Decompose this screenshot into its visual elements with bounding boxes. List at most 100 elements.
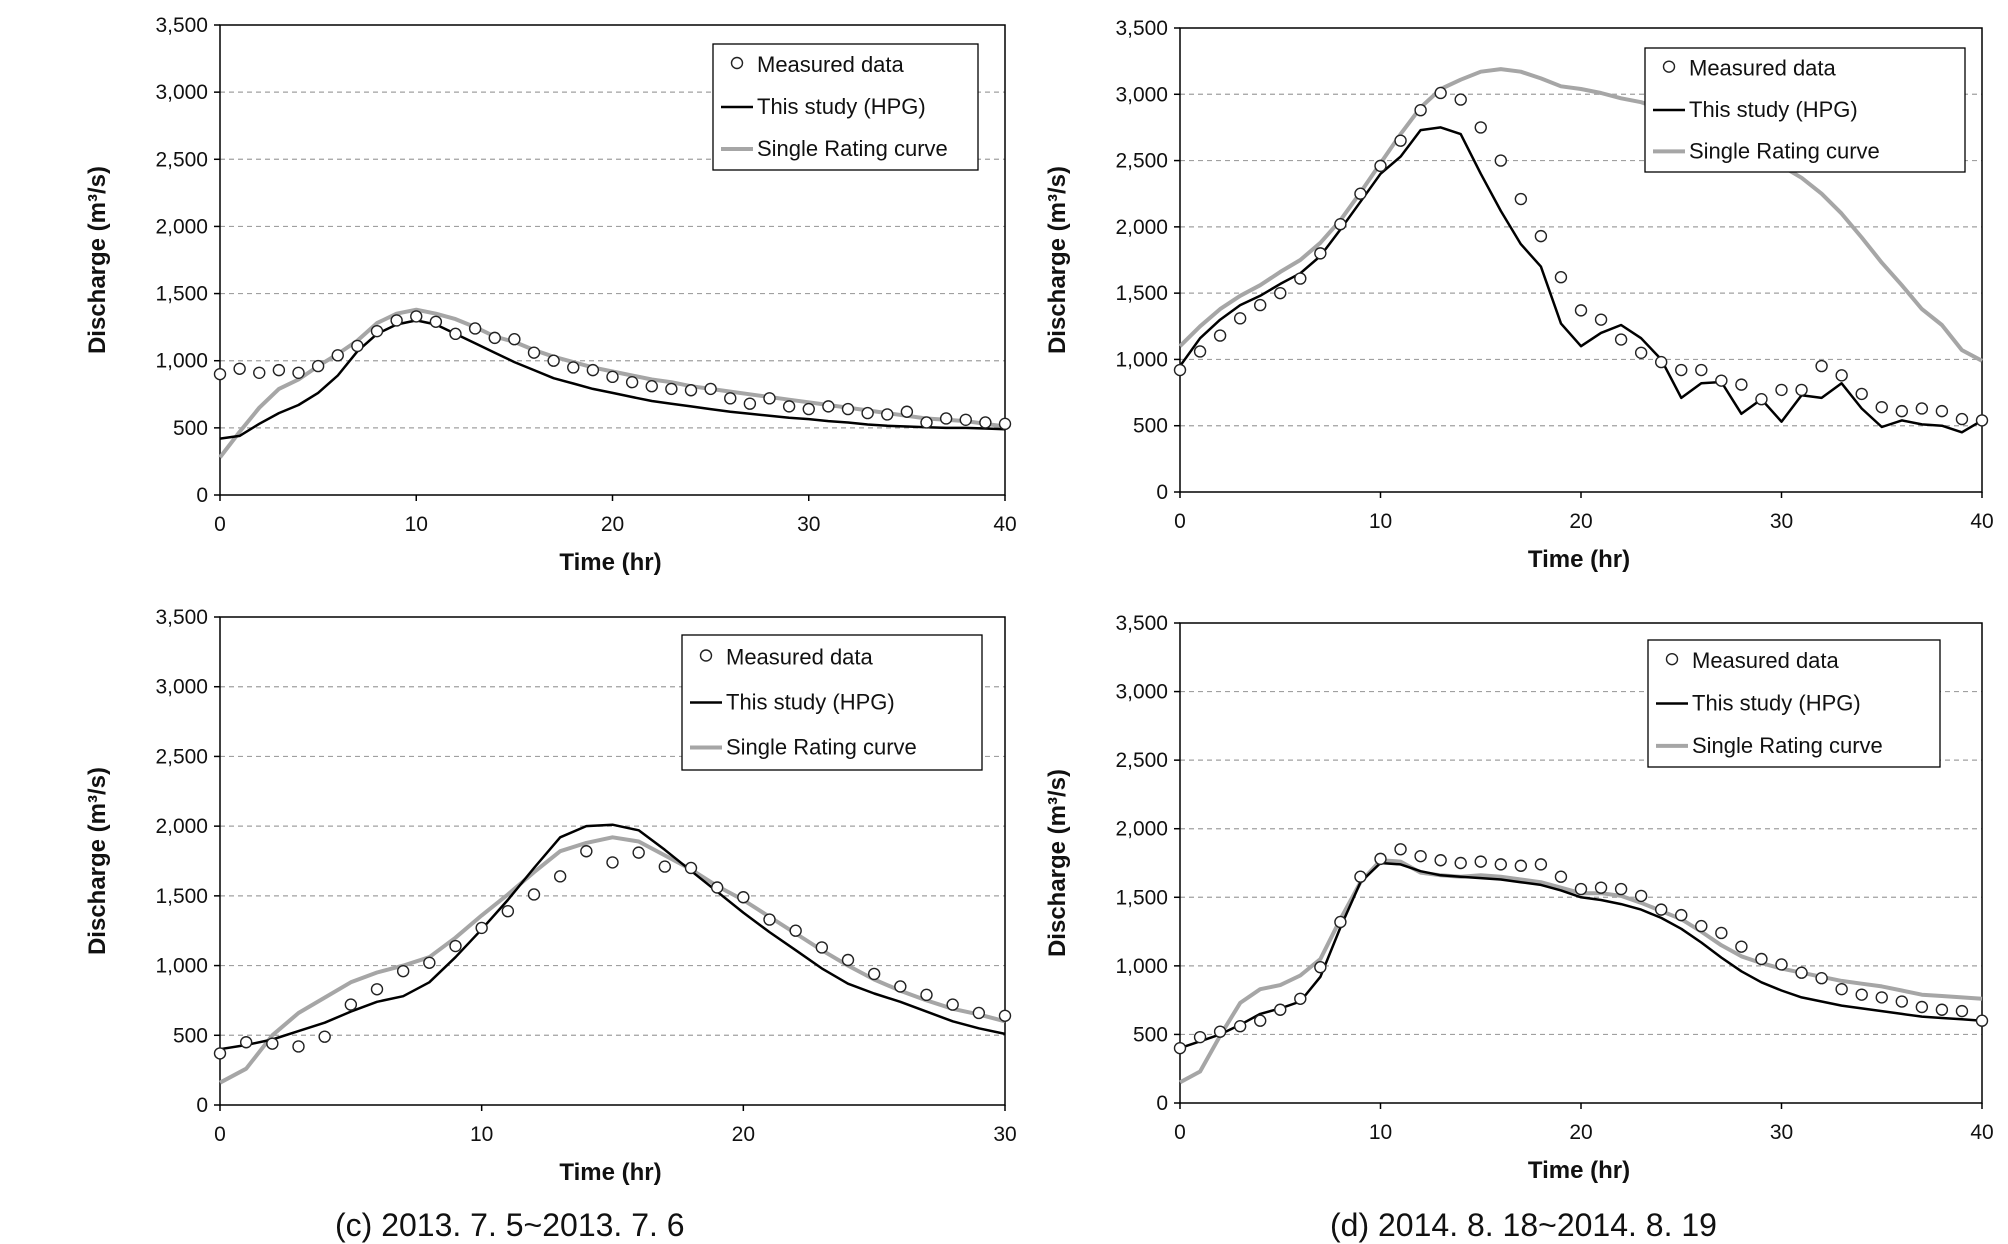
y-axis-title: Discharge (m³/s): [1044, 166, 1071, 354]
x-tick-label: 10: [1369, 510, 1392, 533]
y-tick-label: 3,000: [155, 676, 208, 699]
y-axis-title: Discharge (m³/s): [1044, 769, 1071, 957]
measured-data-point: [1213, 1025, 1227, 1038]
measured-data-point: [1314, 961, 1327, 974]
measured-data-point: [1374, 852, 1387, 866]
y-tick-label: 0: [196, 1094, 208, 1117]
x-tick-label: 20: [732, 1123, 755, 1146]
measured-data-point: [684, 861, 698, 875]
measured-data-point: [881, 408, 894, 421]
y-tick-label: 3,000: [1115, 83, 1168, 106]
measured-data-point: [802, 402, 815, 416]
series-line-single-rating: [219, 835, 1006, 1085]
measured-data-point: [1434, 86, 1447, 100]
legend-marker-measured: [699, 649, 713, 662]
measured-data-point: [292, 1040, 305, 1053]
legend-label: Single Rating curve: [757, 136, 948, 161]
y-tick-label: 0: [196, 484, 208, 507]
measured-data-point: [979, 416, 992, 429]
measured-data-point: [1454, 856, 1467, 870]
measured-data-point: [488, 331, 501, 345]
x-tick-label: 20: [1569, 1121, 1592, 1144]
y-tick-label: 2,500: [155, 148, 208, 171]
y-tick-label: 3,500: [155, 14, 208, 37]
y-tick-label: 1,000: [1115, 348, 1168, 371]
measured-data-point: [580, 845, 593, 858]
x-tick-label: 10: [405, 513, 428, 536]
measured-data-point: [1975, 1014, 1989, 1027]
y-tick-label: 500: [173, 1024, 208, 1047]
measured-data-point: [410, 310, 423, 323]
measured-data-point: [1534, 229, 1548, 243]
caption-left: (c) 2013. 7. 5~2013. 7. 6: [335, 1207, 685, 1243]
measured-data-point: [331, 349, 344, 362]
legend-label: Measured data: [757, 52, 905, 77]
measured-data-point: [861, 406, 874, 420]
legend-marker-measured: [730, 56, 744, 70]
y-tick-label: 500: [1133, 1023, 1168, 1046]
measured-data-point: [567, 361, 580, 374]
measured-data-point: [311, 359, 325, 373]
measured-data-point: [266, 1037, 279, 1050]
measured-data-point: [972, 1006, 986, 1020]
y-tick-label: 3,500: [1115, 612, 1168, 635]
measured-data-point: [763, 913, 776, 926]
measured-data-point: [1414, 103, 1427, 117]
legend-label: Single Rating curve: [726, 735, 917, 760]
measured-data-point: [1274, 1003, 1287, 1016]
x-tick-label: 20: [601, 513, 624, 536]
measured-data-point: [449, 939, 462, 953]
measured-data-point: [1474, 855, 1487, 868]
measured-data-point: [645, 380, 658, 393]
measured-data-point: [429, 315, 443, 328]
measured-data-point: [553, 870, 567, 883]
measured-data-point: [946, 998, 959, 1011]
measured-data-point: [1855, 988, 1868, 1001]
measured-data-point: [1655, 355, 1668, 369]
measured-data-point: [1715, 926, 1728, 940]
measured-data-point: [665, 382, 678, 396]
legend-label: This study (HPG): [726, 690, 895, 715]
measured-data-point: [684, 384, 698, 397]
y-tick-label: 2,500: [1115, 749, 1168, 772]
measured-data-point: [1233, 312, 1247, 325]
measured-data-point: [527, 888, 541, 901]
measured-data-point: [1735, 378, 1748, 391]
measured-data-point: [1835, 369, 1848, 382]
chart-bottom-left: 0 500 1,000 1,500 2,000 2,500 3,000 3,500 0 10 20 3…: [84, 606, 1017, 1186]
legend-label: Single Rating curve: [1692, 733, 1883, 758]
measured-data-point: [1374, 159, 1387, 173]
measured-data-point: [292, 366, 305, 379]
measured-data-point: [233, 362, 246, 375]
legend-box: [681, 634, 983, 771]
y-tick-label: 0: [1156, 481, 1168, 504]
series-line-single-rating: [1178, 67, 1983, 363]
measured-data-point: [1675, 363, 1688, 377]
y-tick-label: 3,000: [155, 81, 208, 104]
measured-data-point: [1254, 298, 1267, 312]
measured-data-point: [606, 856, 619, 869]
chart-top-right: 0 500 1,000 1,500 2,000 2,500 3,000 3,500 0 10 20 3…: [1044, 17, 1994, 573]
y-axis-title: Discharge (m³/s): [84, 767, 111, 955]
chart-panel-top-left: 0 500 1,000 1,500 2,000 2,500 3,000 3,500 0 10 20 3…: [40, 0, 1040, 590]
y-tick-label: 3,500: [155, 606, 208, 629]
x-tick-label: 0: [1174, 510, 1186, 533]
y-tick-label: 2,000: [155, 815, 208, 838]
y-tick-label: 1,500: [155, 283, 208, 306]
measured-data-point: [1574, 304, 1588, 317]
measured-data-point: [1915, 402, 1929, 415]
measured-data-point: [789, 924, 802, 937]
measured-data-point: [606, 370, 619, 384]
measured-data-point: [390, 314, 403, 327]
measured-data-point: [239, 1036, 253, 1049]
measured-data-point: [1675, 908, 1688, 922]
measured-data-point: [1454, 93, 1467, 106]
measured-data-point: [1354, 187, 1367, 200]
series-line-hpg: [219, 319, 1006, 440]
measured-data-point: [547, 354, 560, 367]
y-tick-label: 1,500: [1115, 886, 1168, 909]
measured-data-point: [822, 400, 835, 413]
measured-data-point: [1695, 919, 1708, 933]
measured-data-point: [344, 998, 358, 1011]
y-tick-label: 1,000: [155, 350, 208, 373]
